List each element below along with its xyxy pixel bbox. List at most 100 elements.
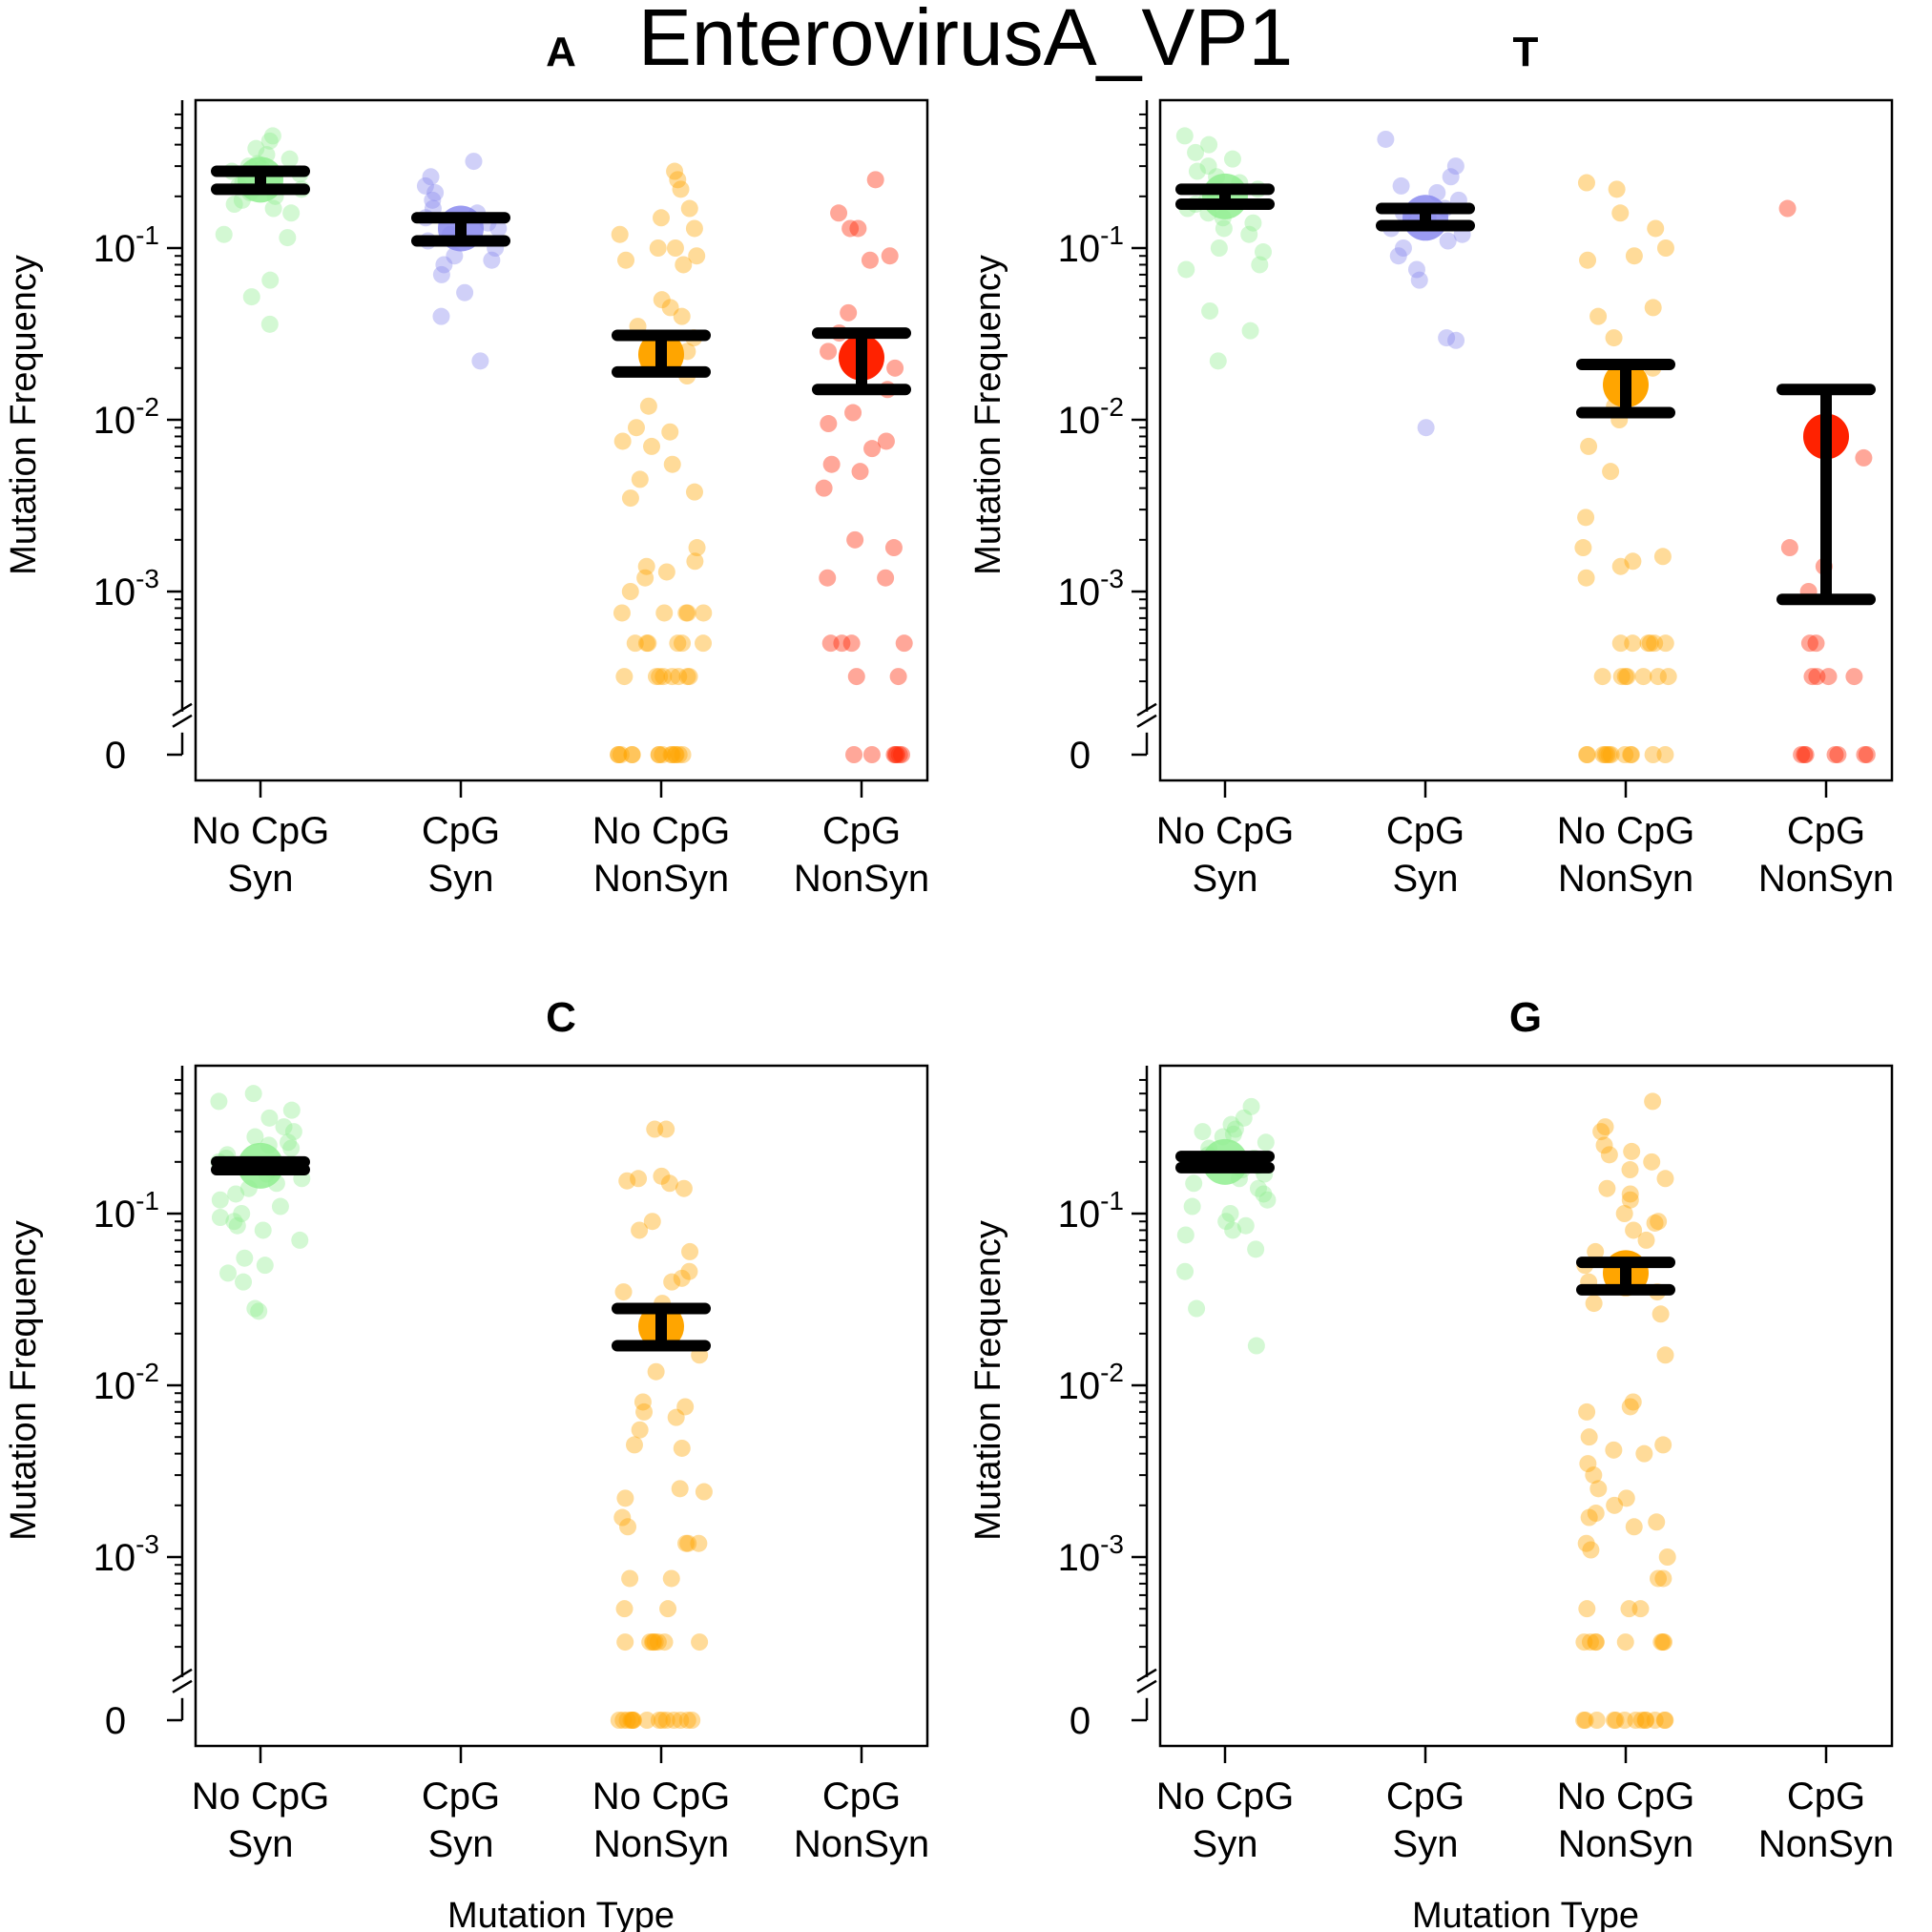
data-point <box>228 1216 246 1235</box>
y-tick-label: 10-3 <box>93 564 159 613</box>
data-point <box>657 563 675 581</box>
data-point <box>677 1534 696 1552</box>
data-point <box>254 1221 272 1239</box>
data-point <box>1598 1179 1616 1197</box>
data-point <box>618 1712 636 1729</box>
data-point <box>673 1269 691 1287</box>
data-point <box>1624 1393 1642 1411</box>
tick-exponent: -3 <box>1100 564 1124 593</box>
tick-base: 10 <box>1058 1537 1101 1579</box>
data-point <box>1188 1299 1206 1318</box>
data-point <box>1653 1633 1672 1652</box>
data-point <box>616 1489 634 1507</box>
data-point <box>659 1600 677 1618</box>
data-point <box>1442 168 1460 186</box>
x-tick-label: Syn <box>1193 1823 1258 1865</box>
data-point <box>614 1712 633 1729</box>
data-point <box>1188 162 1206 180</box>
data-point <box>282 204 301 222</box>
data-point <box>644 1633 662 1652</box>
data-point <box>662 1569 680 1588</box>
plot-frame <box>194 1064 929 1748</box>
axis-break-mark <box>1136 714 1157 728</box>
data-point <box>1579 1455 1597 1473</box>
data-point <box>615 668 634 686</box>
data-point <box>635 1402 654 1421</box>
data-point <box>1807 634 1825 653</box>
data-point <box>819 569 837 587</box>
data-point <box>626 634 644 653</box>
data-point <box>820 343 838 361</box>
data-point <box>672 180 690 198</box>
data-point <box>654 668 673 686</box>
data-point <box>1606 1496 1624 1514</box>
data-point <box>1648 1513 1666 1531</box>
tick-exponent: -2 <box>1100 1358 1124 1387</box>
data-point <box>624 1712 642 1729</box>
data-point <box>845 746 863 763</box>
data-point <box>233 1205 251 1222</box>
data-point <box>1636 1712 1654 1729</box>
x-tick-label: No CpG <box>1557 1776 1695 1818</box>
data-point <box>1650 1213 1668 1231</box>
data-point <box>666 239 684 257</box>
tick-exponent: -1 <box>1100 220 1124 250</box>
data-point <box>1625 1518 1643 1536</box>
x-tick-label: CpG <box>422 1776 500 1818</box>
tick-exponent: -3 <box>135 1529 159 1559</box>
data-point <box>1389 247 1407 265</box>
data-point <box>612 746 630 763</box>
data-point <box>1446 157 1465 176</box>
data-point <box>215 225 233 243</box>
data-point <box>1199 157 1217 176</box>
data-point <box>615 1600 634 1618</box>
data-point <box>1242 1097 1260 1115</box>
x-tick-label: No CpG <box>1156 810 1295 852</box>
x-axis-label: Mutation Type <box>1412 1896 1639 1932</box>
data-point <box>634 1393 652 1411</box>
plot-frame <box>1158 1064 1894 1748</box>
data-point <box>1223 150 1241 168</box>
tick-exponent: -1 <box>1100 1186 1124 1215</box>
data-point <box>691 1633 709 1652</box>
data-point <box>678 1712 696 1729</box>
data-point <box>1222 1115 1240 1133</box>
data-point <box>435 256 453 274</box>
data-point <box>1580 1508 1598 1527</box>
y-axis-label: Mutation Frequency <box>968 255 1008 575</box>
data-point <box>654 1712 672 1729</box>
data-point <box>861 251 879 269</box>
data-point <box>1226 1120 1244 1138</box>
x-tick-label: Syn <box>1393 858 1459 900</box>
tick-exponent: -1 <box>135 1186 159 1215</box>
data-point <box>1581 1633 1599 1652</box>
data-point <box>1255 1185 1273 1203</box>
data-point <box>1592 1123 1610 1141</box>
axis-break-mark <box>172 714 193 728</box>
data-point <box>1377 130 1395 148</box>
data-point <box>673 307 691 325</box>
data-point <box>683 1712 701 1729</box>
x-tick-label: CpG <box>1386 810 1465 852</box>
data-point <box>1187 143 1205 161</box>
data-point <box>279 229 297 247</box>
tick-base: 10 <box>93 1194 136 1236</box>
data-point <box>862 746 881 763</box>
y-tick-label: 0 <box>1070 1700 1091 1742</box>
data-point <box>1637 1712 1655 1729</box>
x-tick-label: Syn <box>1193 858 1258 900</box>
data-point <box>646 1120 664 1138</box>
data-point <box>685 219 703 238</box>
data-point <box>1247 1337 1265 1355</box>
data-point <box>483 251 501 269</box>
data-point <box>610 746 628 763</box>
data-point <box>1656 634 1674 653</box>
tick-base: 10 <box>1058 400 1101 442</box>
data-point <box>1447 331 1465 349</box>
data-point <box>1800 634 1818 653</box>
data-point <box>1224 1125 1242 1143</box>
data-point <box>1587 1242 1605 1260</box>
data-point <box>1577 509 1595 527</box>
